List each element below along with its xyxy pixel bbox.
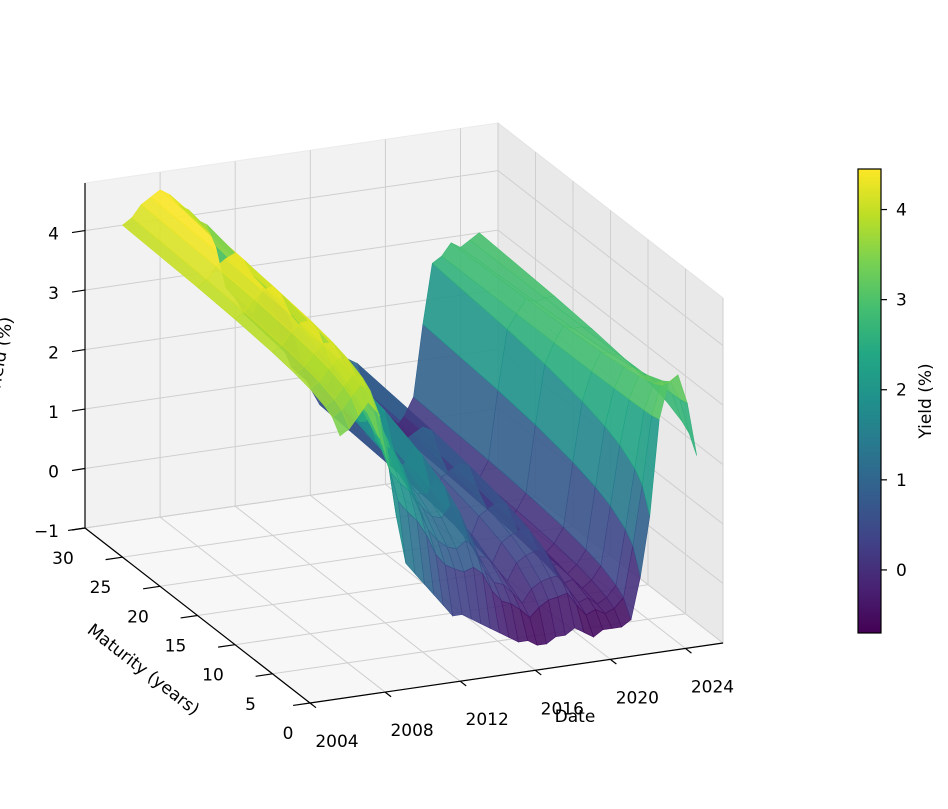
yield-tick-mark xyxy=(71,408,86,412)
date-tick-label: 2004 xyxy=(315,732,358,752)
maturity-tick-mark xyxy=(293,702,311,707)
maturity-tick-label: 10 xyxy=(202,666,224,686)
surface-patch xyxy=(679,398,697,456)
yield-tick-mark xyxy=(71,348,86,353)
date-tick-mark xyxy=(459,680,467,687)
date-tick-label: 2008 xyxy=(390,721,433,741)
yield-tick-label: 0 xyxy=(48,463,59,483)
date-tick-mark xyxy=(534,669,542,676)
maturity-tick-label: 5 xyxy=(245,695,256,715)
date-tick-label: 2016 xyxy=(541,699,584,719)
maturity-tick-mark xyxy=(105,556,123,561)
date-tick-label: 2024 xyxy=(691,677,734,697)
yield-tick-label: −1 xyxy=(34,522,59,542)
date-tick-mark xyxy=(609,658,617,665)
maturity-tick-label: 30 xyxy=(52,549,74,569)
date-tick-label: 2012 xyxy=(466,710,509,730)
date-axis-title: Date xyxy=(555,707,596,727)
maturity-tick-mark xyxy=(255,673,273,677)
maturity-tick-label: 20 xyxy=(127,607,149,627)
yield-tick-label: 3 xyxy=(48,284,59,304)
maturity-tick-mark xyxy=(218,644,236,648)
date-tick-mark xyxy=(685,647,692,654)
maturity-tick-mark xyxy=(143,585,161,590)
yield-surface xyxy=(122,189,697,646)
maturity-tick-label: 0 xyxy=(283,724,294,744)
yield-tick-mark xyxy=(71,467,86,472)
colorbar-gradient xyxy=(857,168,882,634)
yield-tick-label: 1 xyxy=(48,403,59,423)
yield-tick-mark xyxy=(71,229,86,234)
colorbar-tick-label: 0 xyxy=(896,561,907,581)
maturity-tick-label: 25 xyxy=(90,578,112,598)
yield-tick-label: 4 xyxy=(48,225,59,245)
colorbar: 0 1 2 3 4 Yield (%) xyxy=(857,168,936,634)
yield-tick-mark xyxy=(71,289,86,293)
colorbar-tick-label: 1 xyxy=(896,471,907,491)
maturity-axis-title: Maturity (years) xyxy=(83,620,203,720)
colorbar-title: Yield (%) xyxy=(916,363,936,439)
maturity-tick-label: 15 xyxy=(165,637,187,657)
yield-tick-label: 2 xyxy=(48,344,59,364)
colorbar-tick-label: 4 xyxy=(896,201,907,221)
colorbar-tick-label: 3 xyxy=(896,291,907,311)
date-tick-mark xyxy=(309,702,317,709)
colorbar-tick-label: 2 xyxy=(896,381,907,401)
maturity-tick-mark xyxy=(180,614,198,619)
date-tick-mark xyxy=(384,691,392,698)
date-axis-line xyxy=(309,642,724,704)
date-tick-label: 2020 xyxy=(616,688,659,708)
grid-line-yield xyxy=(84,170,724,346)
yield-axis-title: Yield (%) xyxy=(0,315,17,394)
yield-tick-mark xyxy=(71,527,86,531)
